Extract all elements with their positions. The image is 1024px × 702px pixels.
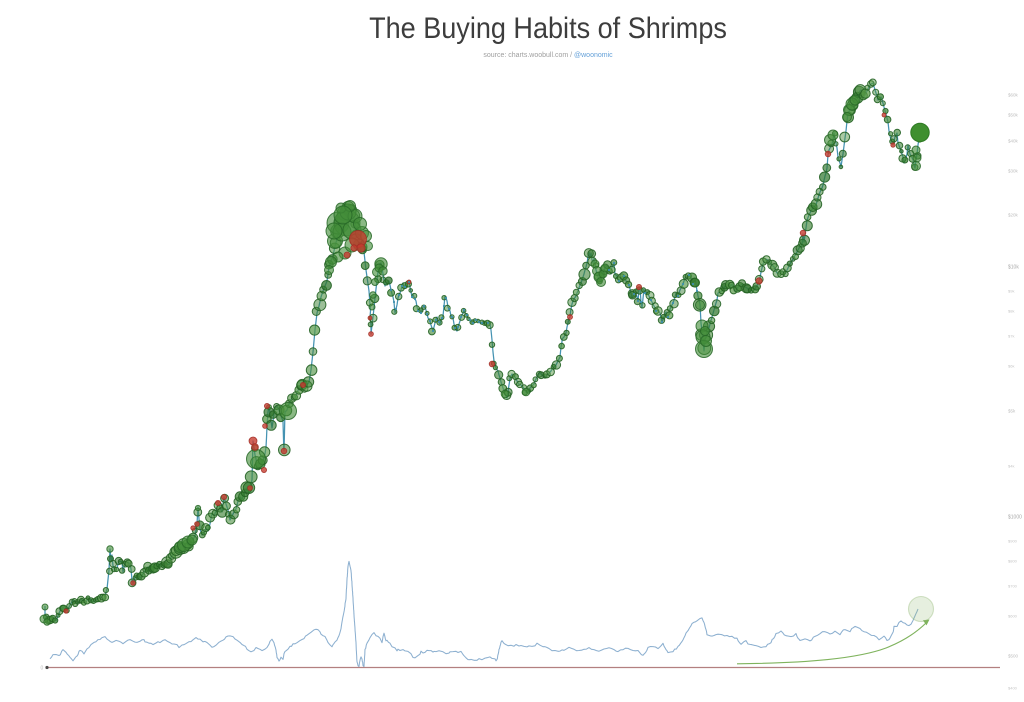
svg-text:$400: $400 (1008, 686, 1018, 691)
svg-text:$700: $700 (1008, 584, 1018, 589)
svg-text:$50k: $50k (1008, 113, 1019, 118)
svg-text:$500: $500 (1008, 654, 1019, 659)
svg-text:$4k: $4k (1008, 464, 1014, 469)
svg-text:$8k: $8k (1008, 309, 1014, 314)
svg-text:0: 0 (41, 666, 44, 672)
svg-text:$5k: $5k (1008, 409, 1016, 414)
svg-text:$6k: $6k (1008, 364, 1014, 369)
svg-text:$30k: $30k (1008, 169, 1019, 174)
svg-text:$800: $800 (1008, 559, 1018, 564)
svg-text:$60k: $60k (1008, 93, 1019, 98)
svg-text:$40k: $40k (1008, 139, 1019, 144)
svg-text:$7k: $7k (1008, 334, 1014, 339)
svg-text:$600: $600 (1008, 614, 1018, 619)
svg-text:$9k: $9k (1008, 289, 1014, 294)
svg-text:$10k: $10k (1008, 265, 1019, 271)
svg-text:$1000: $1000 (1008, 515, 1022, 521)
svg-text:$900: $900 (1008, 539, 1018, 544)
svg-text:$20k: $20k (1008, 213, 1019, 218)
